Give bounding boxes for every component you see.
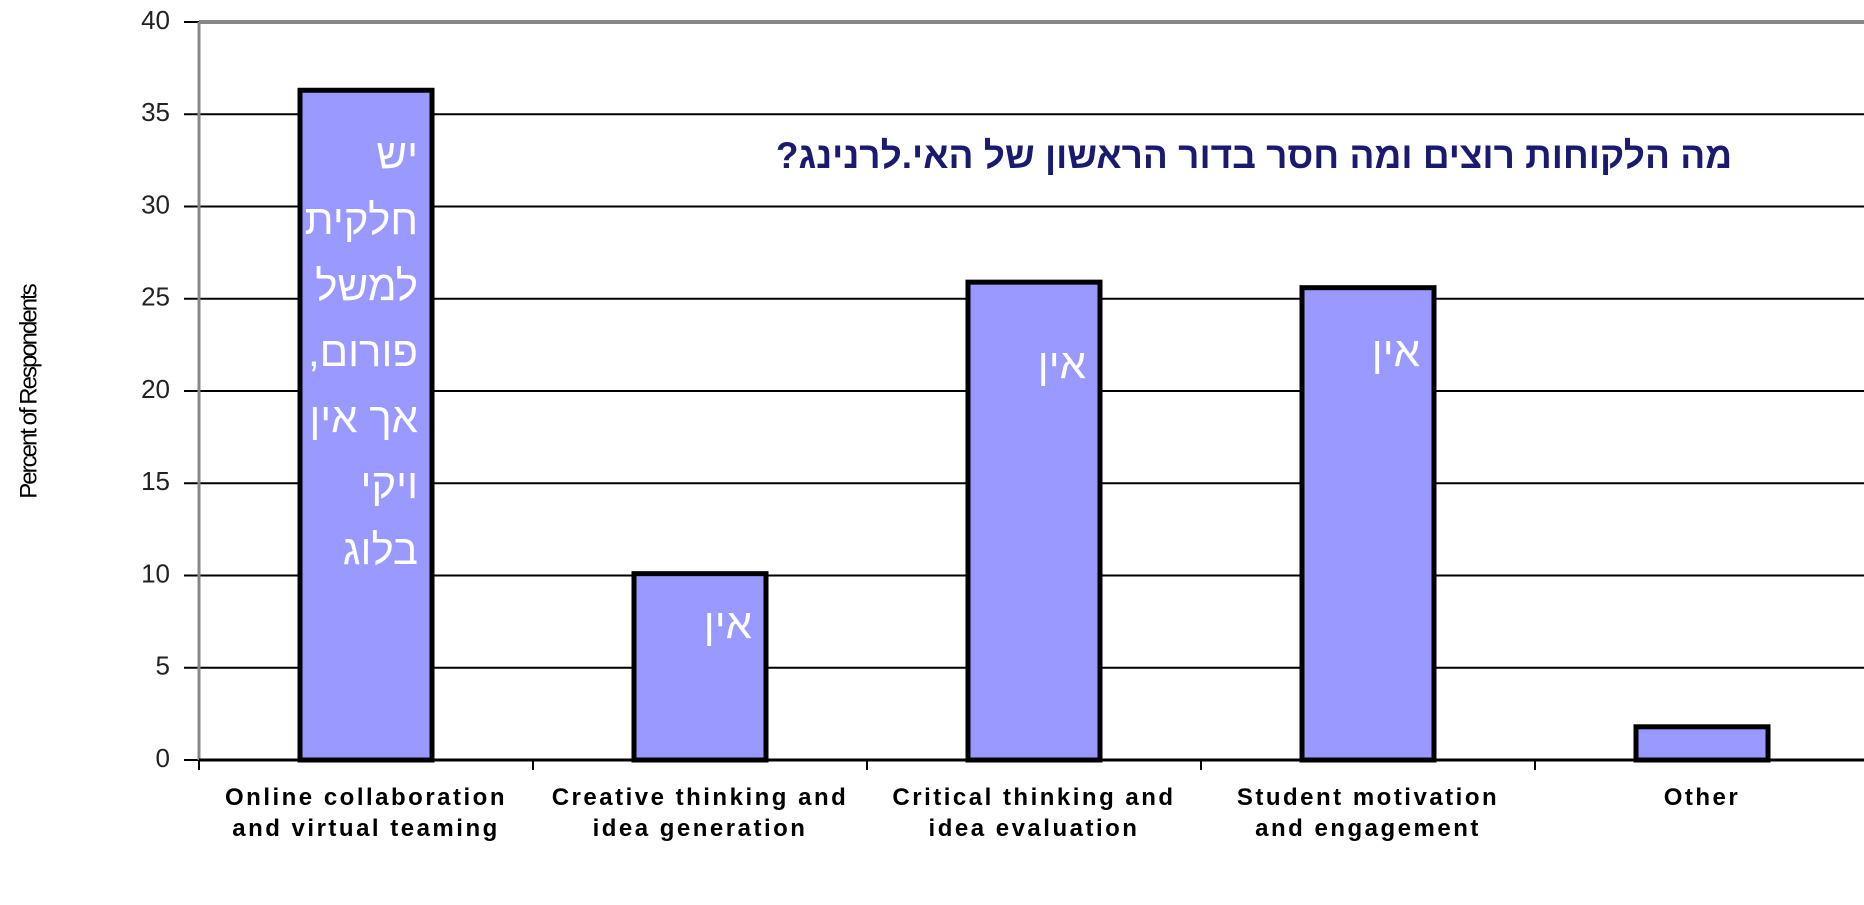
x-tick-label: Student motivation and engagement [1236, 784, 1500, 842]
bar-annotation: אין [1037, 340, 1086, 387]
bar [1299, 285, 1437, 763]
y-tick-label: 0 [156, 743, 170, 773]
bar-annotation: אך אין [309, 394, 418, 441]
y-tick-label: 30 [141, 189, 170, 219]
y-tick-label: 10 [141, 558, 170, 588]
bar-annotation: אין [1371, 328, 1420, 375]
y-tick-label: 5 [156, 651, 170, 681]
bar-annotation: פורום, [307, 328, 418, 375]
x-tick-label: Creative thinking and idea generation [551, 784, 849, 842]
x-tick-label: Online collaboration and virtual teaming [224, 784, 508, 842]
bar [965, 279, 1103, 763]
bar-annotation: בלוג [342, 526, 418, 573]
y-tick-label: 25 [141, 282, 170, 312]
bar [631, 571, 769, 763]
y-tick-label: 40 [141, 5, 170, 35]
bar-annotation: אין [703, 600, 752, 647]
chart-title: מה הלקוחות רוצים ומה חסר בדור הראשון של … [776, 135, 1732, 176]
bar [297, 87, 435, 763]
bar-annotation: חלקית [304, 196, 418, 243]
y-tick-label: 35 [141, 97, 170, 127]
bar [1633, 724, 1771, 763]
bar-annotation: למשל [315, 262, 418, 309]
y-tick-label: 20 [141, 374, 170, 404]
x-tick-label: Critical thinking and idea evaluation [892, 784, 1176, 842]
y-axis-label: Percent of Respondents [15, 283, 42, 498]
y-tick-label: 15 [141, 466, 170, 496]
bar-annotation: יש [376, 130, 418, 177]
x-tick-label: Other [1663, 784, 1741, 811]
bar-annotation: ויקי [360, 460, 418, 507]
